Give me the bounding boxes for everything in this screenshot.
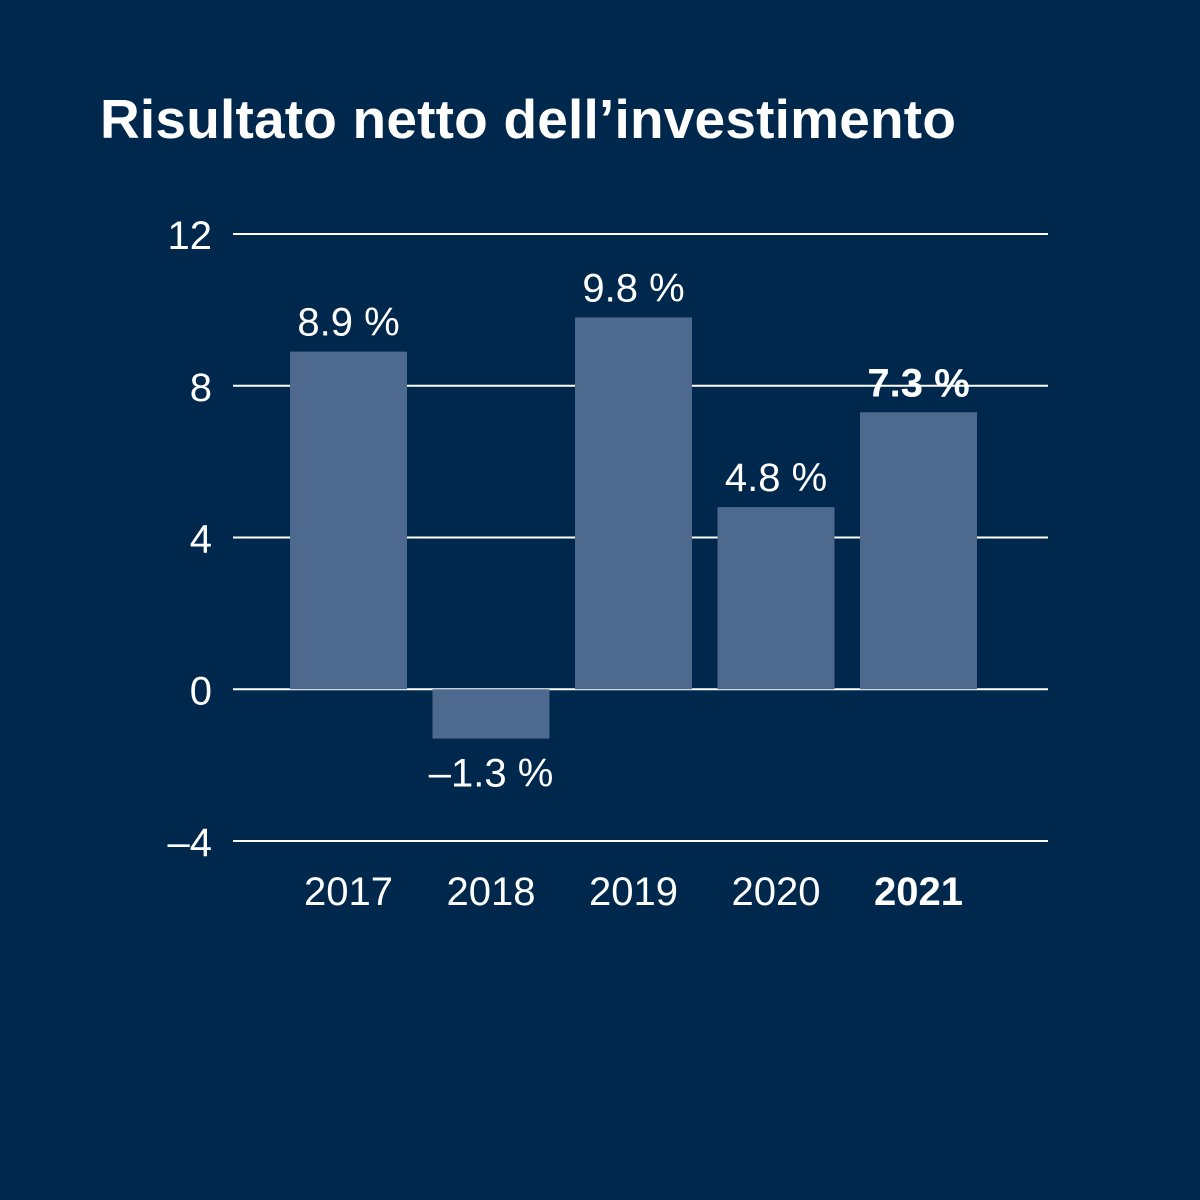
- labels: 12 8 4 0 –4 8.9 % 2017 –1.3 % 2018 9.8 % 2019 4.8 %…: [168, 214, 970, 914]
- category-label-2021: 2021: [874, 870, 963, 914]
- y-tick-label: –4: [168, 821, 213, 865]
- category-label-2017: 2017: [304, 870, 393, 914]
- bars: [290, 317, 977, 739]
- value-label-2021: 7.3 %: [867, 361, 969, 405]
- bar-2019: [575, 317, 692, 690]
- category-label-2018: 2018: [447, 870, 536, 914]
- y-tick-label: 0: [190, 669, 212, 713]
- bar-2021: [860, 412, 977, 690]
- y-tick-label: 4: [190, 518, 212, 562]
- value-label-2019: 9.8 %: [582, 266, 684, 310]
- y-tick-label: 8: [190, 366, 212, 410]
- bar-2018: [432, 689, 550, 739]
- value-label-2020: 4.8 %: [725, 456, 827, 500]
- bar-2017: [290, 351, 407, 690]
- value-label-2017: 8.9 %: [297, 301, 399, 345]
- category-label-2019: 2019: [589, 870, 678, 914]
- y-tick-label: 12: [168, 214, 213, 258]
- bar-2020: [717, 507, 835, 690]
- category-label-2020: 2020: [732, 870, 821, 914]
- value-label-2018: –1.3 %: [429, 752, 554, 796]
- chart-title: Risultato netto dell’investimento: [100, 88, 957, 150]
